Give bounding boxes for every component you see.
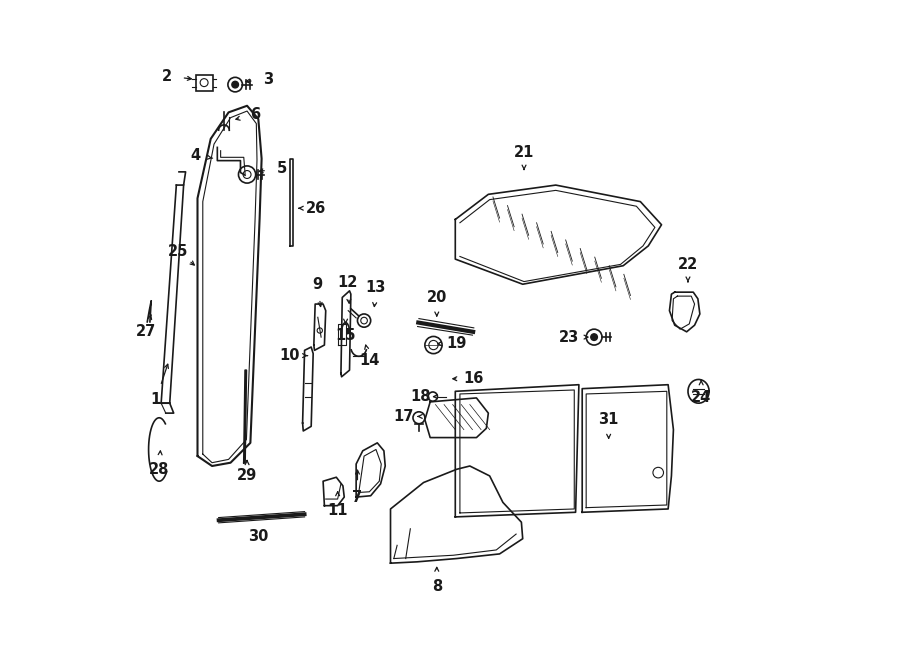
Text: 4: 4 bbox=[191, 148, 201, 163]
Text: 27: 27 bbox=[136, 325, 156, 339]
Text: 21: 21 bbox=[514, 145, 535, 159]
Text: 25: 25 bbox=[167, 244, 188, 258]
Text: 31: 31 bbox=[598, 412, 619, 427]
Text: 12: 12 bbox=[338, 276, 357, 290]
Text: 16: 16 bbox=[463, 371, 483, 386]
Text: 20: 20 bbox=[427, 290, 447, 305]
Text: 11: 11 bbox=[328, 503, 348, 518]
Text: 7: 7 bbox=[353, 490, 363, 504]
Text: 29: 29 bbox=[237, 469, 257, 483]
Text: 26: 26 bbox=[306, 201, 327, 215]
Text: 24: 24 bbox=[691, 391, 711, 405]
Text: 3: 3 bbox=[263, 72, 274, 87]
Text: 14: 14 bbox=[359, 353, 380, 368]
Text: 18: 18 bbox=[410, 389, 430, 404]
Text: 5: 5 bbox=[276, 161, 286, 176]
Text: 17: 17 bbox=[393, 409, 414, 424]
Text: 15: 15 bbox=[336, 328, 356, 342]
Text: 6: 6 bbox=[250, 107, 260, 122]
Circle shape bbox=[590, 334, 598, 340]
Text: 9: 9 bbox=[312, 277, 323, 292]
Text: 8: 8 bbox=[432, 579, 442, 594]
Text: 30: 30 bbox=[248, 529, 268, 544]
Text: 10: 10 bbox=[280, 348, 301, 363]
Text: 19: 19 bbox=[446, 336, 467, 351]
Text: 23: 23 bbox=[559, 330, 579, 344]
Text: 13: 13 bbox=[365, 280, 386, 295]
Text: 2: 2 bbox=[162, 69, 172, 83]
Text: 28: 28 bbox=[149, 462, 169, 477]
Text: 1: 1 bbox=[150, 393, 161, 407]
Text: 22: 22 bbox=[678, 257, 698, 272]
Circle shape bbox=[232, 81, 239, 88]
